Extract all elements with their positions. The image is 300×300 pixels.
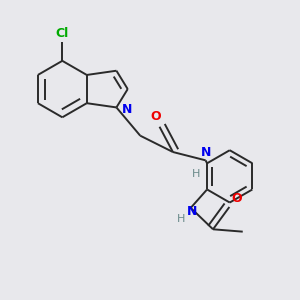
Text: N: N <box>200 146 211 159</box>
Text: Cl: Cl <box>56 27 69 40</box>
Text: O: O <box>232 192 242 205</box>
Text: N: N <box>122 103 132 116</box>
Text: O: O <box>151 110 161 123</box>
Text: H: H <box>192 169 200 179</box>
Text: N: N <box>187 205 197 218</box>
Text: H: H <box>177 214 185 224</box>
